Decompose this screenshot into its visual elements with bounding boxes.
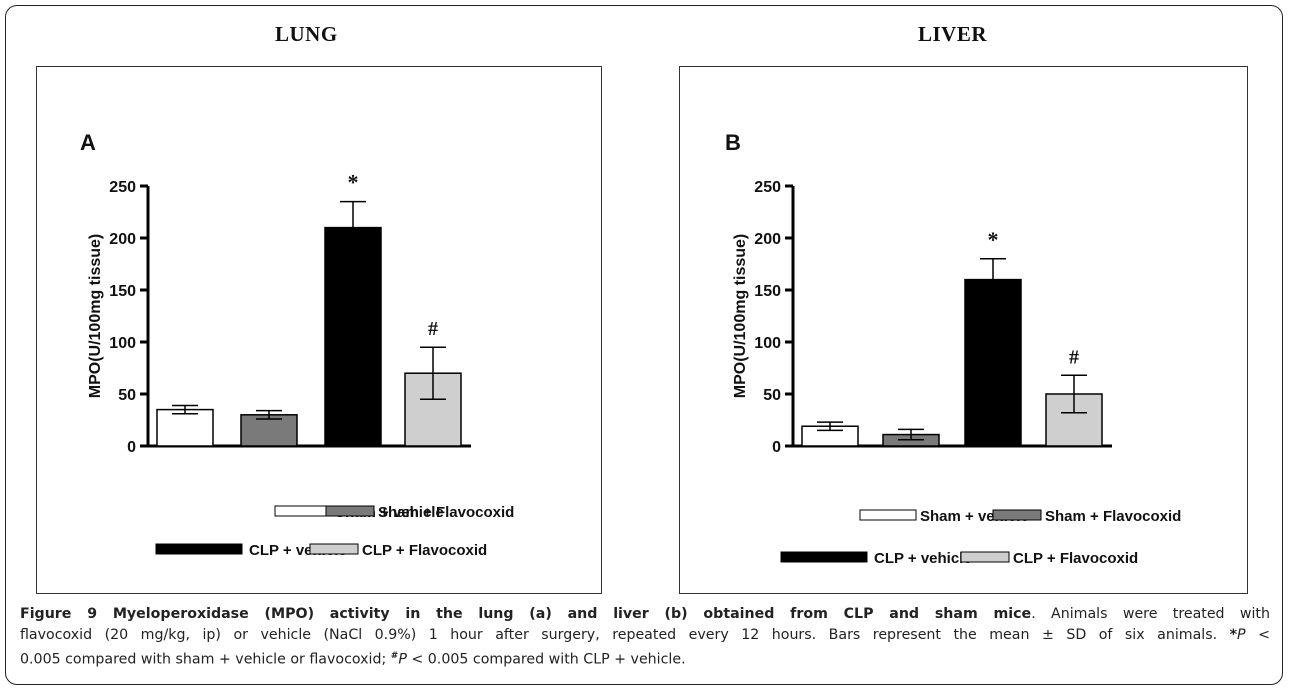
figure-frame — [5, 5, 1283, 685]
lung-legend-label: CLP + Flavocoxid — [362, 542, 487, 559]
liver-y-tick-label: 50 — [763, 387, 781, 404]
lung-legend-label: Sham + Flavocoxid — [378, 504, 514, 521]
lung-panel-label: A — [80, 130, 96, 155]
caption-line3-a: 0.005 compared with sham + vehicle or fl… — [20, 651, 387, 668]
lung-bar-sham-flavocoxid — [240, 414, 298, 447]
caption-line1-rest: . Animals were treated with — [1031, 606, 1270, 622]
liver-y-tick-label: 200 — [754, 231, 781, 248]
caption-line2-tail: < — [1245, 627, 1270, 643]
lung-significance-mark: * — [348, 170, 359, 195]
caption-star: * — [1229, 627, 1238, 643]
lung-significance-mark: # — [428, 318, 438, 340]
lung-panel-title: LUNG — [275, 22, 338, 46]
caption-hash: # — [390, 651, 399, 661]
liver-bar-clp-vehicle — [964, 278, 1022, 447]
caption-line2: flavocoxid (20 mg/kg, ip) or vehicle (Na… — [20, 627, 1218, 643]
liver-y-tick-label: 0 — [772, 439, 781, 456]
liver-y-axis-label: MPO(U/100mg tissue) — [732, 234, 749, 398]
liver-panel-title: LIVER — [918, 22, 988, 46]
lung-legend-swatch-clp-vehicle — [155, 543, 243, 555]
liver-legend-label: CLP + Flavocoxid — [1013, 550, 1138, 567]
lung-y-tick-label: 200 — [109, 231, 136, 248]
lung-y-tick-label: 250 — [109, 179, 136, 196]
caption-p2: P — [398, 651, 407, 668]
lung-legend-swatch-clp-flavocoxid — [309, 543, 359, 555]
lung-y-tick-label: 0 — [127, 439, 136, 456]
liver-legend-label: Sham + Flavocoxid — [1045, 508, 1181, 525]
caption-p1: P — [1237, 627, 1246, 643]
liver-legend-swatch-sham-flavocoxid — [992, 509, 1042, 521]
liver-significance-mark: # — [1069, 346, 1079, 368]
liver-legend-swatch-sham-vehicle — [859, 509, 917, 521]
liver-y-tick-label: 100 — [754, 335, 781, 352]
liver-panel-box — [679, 66, 1248, 594]
lung-bar-clp-vehicle — [324, 226, 382, 447]
lung-legend-swatch-sham-flavocoxid — [325, 505, 375, 517]
lung-y-tick-label: 50 — [118, 387, 136, 404]
liver-significance-mark: * — [988, 227, 999, 252]
caption-title: Figure 9 Myeloperoxidase (MPO) activity … — [20, 606, 1032, 622]
lung-y-axis-label: MPO(U/100mg tissue) — [87, 234, 104, 398]
figure-charts: A 0 50 100 150 200 250 MPO(U/100mg tissue) * # Sha… — [80, 130, 1181, 567]
lung-y-tick-label: 150 — [109, 283, 136, 300]
liver-legend-label: CLP + vehicle — [874, 550, 972, 567]
caption-line3-b: < 0.005 compared with CLP + vehicle. — [406, 651, 686, 668]
liver-legend-swatch-clp-vehicle — [780, 551, 868, 563]
liver-y-tick-label: 250 — [754, 179, 781, 196]
lung-bar-sham-vehicle — [156, 408, 214, 447]
figure-caption: Figure 9 Myeloperoxidase (MPO) activity … — [20, 604, 1270, 671]
liver-legend-swatch-clp-flavocoxid — [960, 551, 1010, 563]
liver-y-tick-label: 150 — [754, 283, 781, 300]
liver-panel-label: B — [725, 130, 741, 155]
lung-legend-swatch-sham-vehicle — [274, 505, 332, 517]
lung-y-tick-label: 100 — [109, 335, 136, 352]
